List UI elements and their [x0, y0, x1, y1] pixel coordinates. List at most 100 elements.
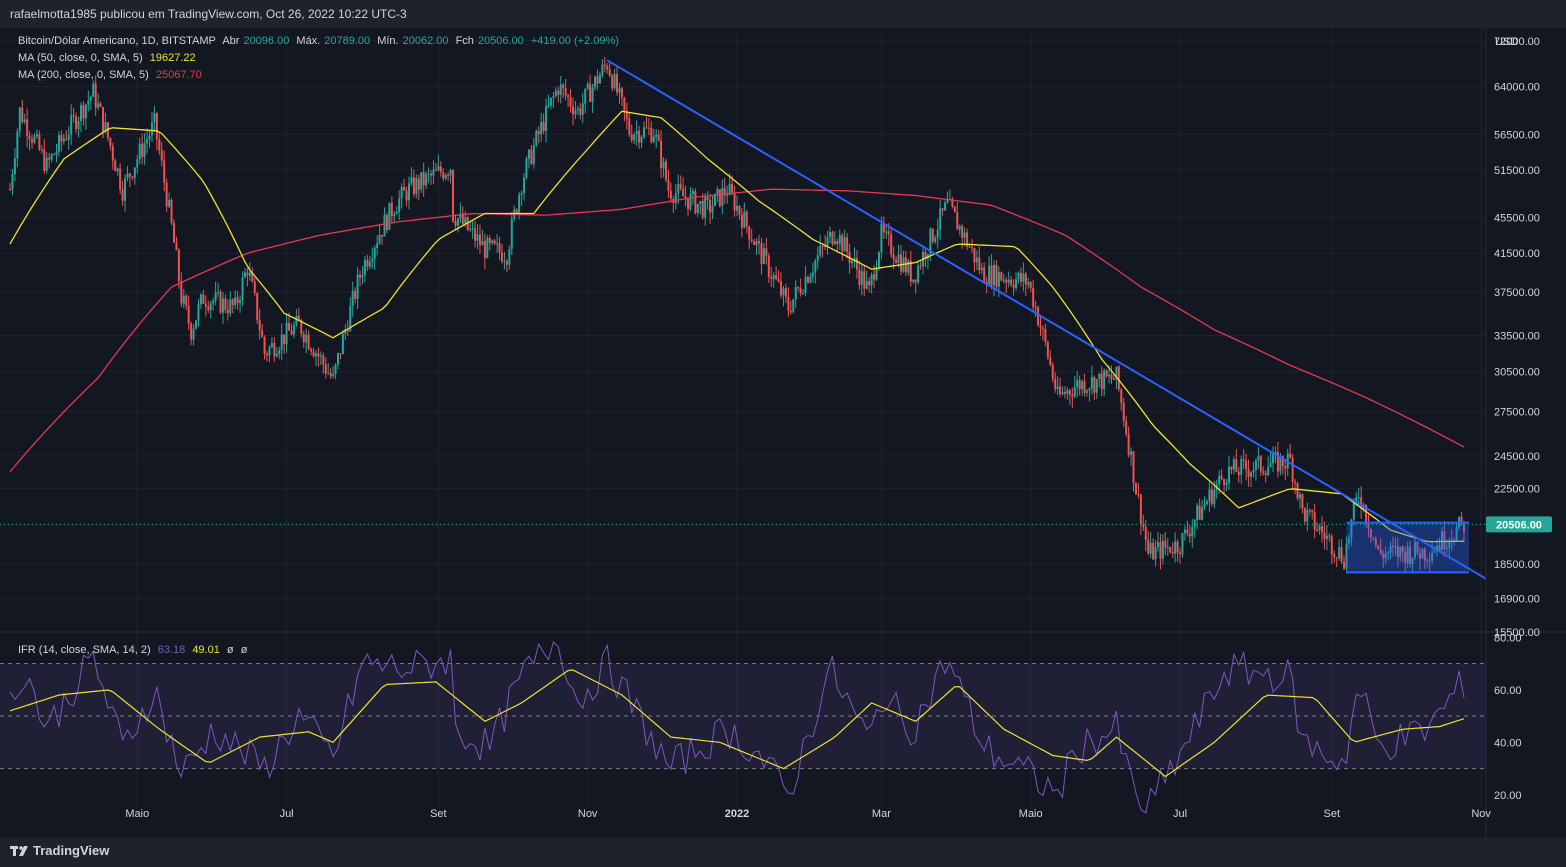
rsi-ma-value: 49.01	[192, 644, 220, 656]
candle-body	[762, 248, 765, 265]
price-tick-label: 56500.00	[1494, 129, 1540, 141]
time-axis[interactable]: Maio Jul Set Nov 2022 Mar Maio Jul Set Nov	[125, 808, 1491, 820]
candle-body	[407, 183, 410, 201]
candle-body	[385, 214, 388, 230]
rsi-axis[interactable]: 80.00 60.00 40.00 20.00	[1494, 632, 1522, 802]
candle-body	[755, 241, 758, 246]
rsi-tick-label: 80.00	[1494, 632, 1522, 644]
candle-body	[1198, 505, 1201, 520]
candle-body	[89, 96, 92, 101]
candle-body	[1037, 307, 1040, 326]
candle-body	[1242, 459, 1245, 461]
trend-line[interactable]	[606, 59, 1487, 580]
candle-body	[420, 172, 423, 190]
candle-body	[444, 174, 447, 179]
candle-body	[1112, 378, 1115, 380]
candle-body	[111, 146, 114, 161]
candle-body	[268, 347, 271, 356]
candle-body	[305, 334, 308, 343]
open-label: Abr	[222, 35, 240, 47]
candle-body	[1230, 466, 1233, 470]
candle-body	[860, 271, 863, 285]
candle-body	[33, 136, 36, 143]
candle-body	[1007, 279, 1010, 283]
candle-body	[266, 353, 269, 356]
candle-body	[383, 214, 386, 237]
candle-body	[1183, 529, 1186, 534]
candle-body	[1445, 547, 1448, 550]
candle-body	[970, 247, 973, 249]
time-tick-label: 2022	[725, 808, 749, 820]
candle-body	[838, 235, 841, 244]
candle-body	[344, 329, 347, 334]
candle-body	[138, 143, 141, 160]
candle-body	[645, 127, 648, 129]
candle-body	[1438, 545, 1441, 550]
candle-body	[1019, 272, 1022, 282]
candle-body	[1044, 329, 1047, 342]
candle-body	[782, 288, 785, 296]
candle-body	[248, 272, 251, 276]
candle-body	[616, 73, 619, 93]
candle-body	[356, 274, 359, 299]
candle-body	[48, 157, 51, 160]
candle-body	[1090, 377, 1093, 389]
candle-body	[239, 299, 242, 304]
candle-body	[209, 303, 212, 310]
candle-body	[961, 225, 964, 238]
candle-body	[1034, 307, 1037, 309]
candle-body	[133, 167, 136, 178]
candle-body	[251, 272, 254, 282]
chart-canvas[interactable]: 72000.00 64000.00 56500.00 51500.00 45500.00…	[0, 28, 1566, 838]
candle-body	[640, 136, 643, 143]
candle-body	[1220, 475, 1223, 480]
candle-body	[1083, 381, 1086, 393]
tradingview-brand: TradingView	[33, 843, 110, 858]
candle-body	[126, 173, 129, 179]
candle-body	[530, 149, 533, 164]
candle-body	[689, 194, 692, 210]
candle-body	[1169, 546, 1172, 553]
candle-body	[635, 130, 638, 135]
candle-body	[951, 198, 954, 207]
candle-body	[814, 260, 817, 273]
candle-body	[809, 276, 812, 283]
candle-body	[797, 287, 800, 289]
candle-body	[1134, 483, 1137, 495]
candle-body	[904, 257, 907, 273]
candle-body	[412, 177, 415, 194]
candle-body	[931, 228, 934, 242]
candle-body	[180, 280, 183, 304]
candle-body	[1460, 516, 1463, 522]
candle-body	[863, 271, 866, 289]
price-axis[interactable]: 72000.00 64000.00 56500.00 51500.00 45500.00…	[1494, 36, 1540, 639]
candle-body	[542, 121, 545, 132]
candle-body	[606, 65, 609, 70]
rsi-tick-label: 20.00	[1494, 790, 1522, 802]
candle-body	[1078, 379, 1081, 390]
candle-body	[390, 202, 393, 217]
candle-body	[618, 88, 621, 93]
candle-body	[780, 281, 783, 296]
candle-body	[1347, 538, 1350, 544]
currency-label: USD	[1495, 36, 1518, 48]
candle-body	[432, 169, 435, 176]
candle-body	[527, 149, 530, 159]
candle-body	[559, 84, 562, 95]
candle-body	[1132, 451, 1135, 484]
candle-body	[1164, 540, 1167, 548]
candle-body	[1448, 540, 1451, 548]
candle-body	[1369, 529, 1372, 538]
candle-body	[1391, 545, 1394, 547]
candle-body	[187, 305, 190, 324]
candle-body	[461, 213, 464, 224]
candle-body	[831, 231, 834, 245]
candle-body	[65, 138, 68, 140]
candle-body	[919, 265, 922, 267]
candle-body	[846, 237, 849, 252]
candle-body	[858, 269, 861, 285]
candle-body	[21, 107, 24, 123]
candle-body	[452, 170, 455, 222]
candle-body	[929, 228, 932, 255]
candle-body	[880, 223, 883, 253]
